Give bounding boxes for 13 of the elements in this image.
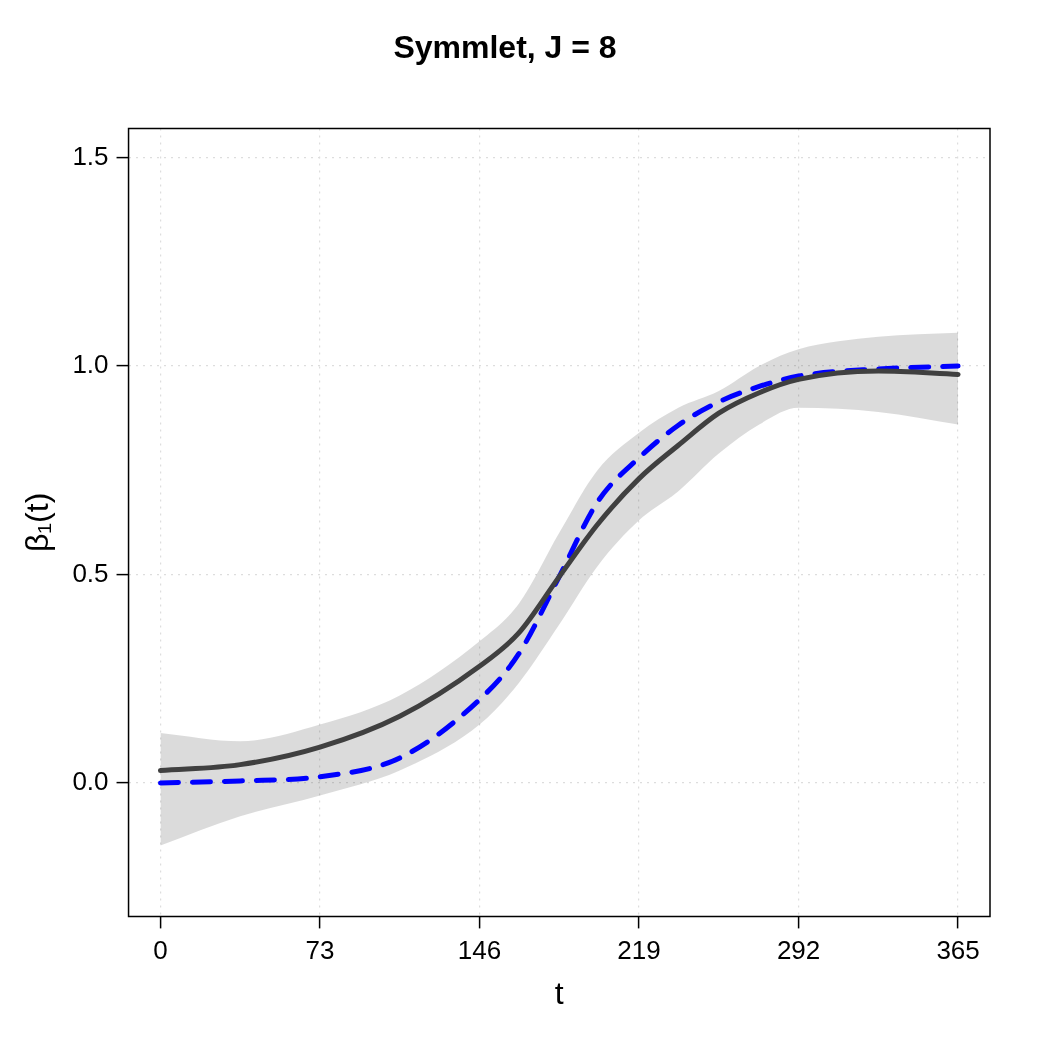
x-tick-label: 219 (617, 935, 661, 966)
y-tick-label: 0.0 (72, 766, 109, 797)
y-tick-label: 0.5 (72, 557, 109, 588)
x-tick-label: 0 (153, 935, 168, 966)
x-axis-title: t (554, 974, 564, 1011)
chart-title: Symmlet, J = 8 (393, 29, 617, 66)
y-tick-label: 1.5 (72, 140, 109, 171)
y-tick-label: 1.0 (72, 349, 109, 380)
x-tick-label: 365 (936, 935, 980, 966)
x-tick-label: 146 (457, 935, 502, 966)
x-tick-label: 73 (305, 935, 335, 966)
y-axis-title: β₁(t) (19, 492, 56, 553)
x-tick-label: 292 (776, 935, 821, 966)
